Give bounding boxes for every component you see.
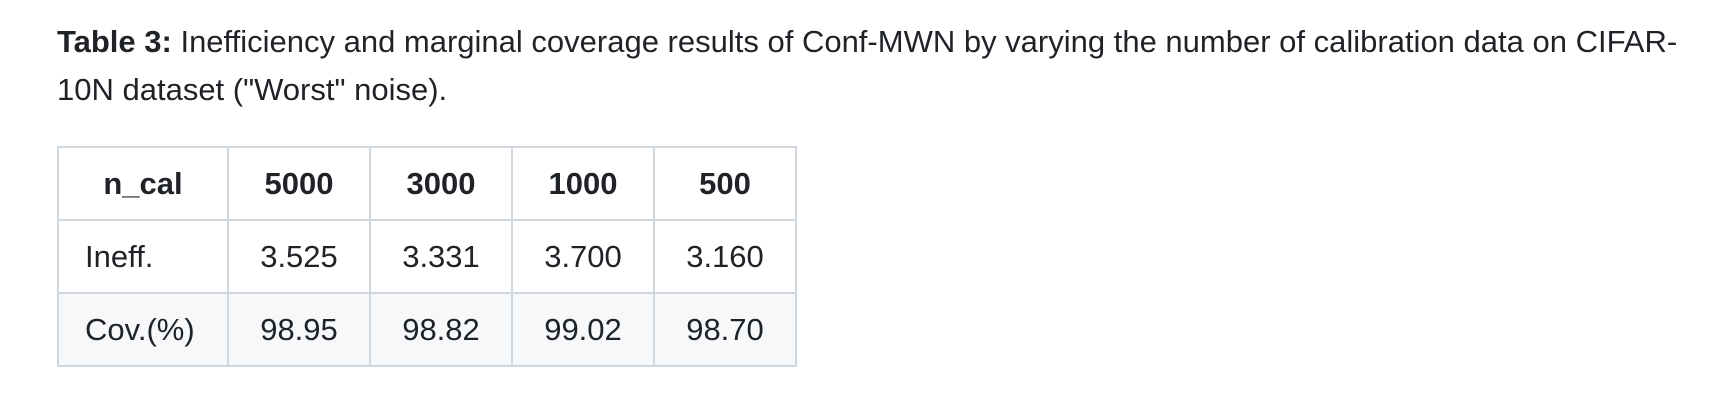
header-cell-3000: 3000 <box>369 146 513 221</box>
caption-text: Inefficiency and marginal coverage resul… <box>57 24 1678 107</box>
header-cell-5000: 5000 <box>227 146 371 221</box>
caption-label: Table 3: <box>57 24 172 59</box>
table-cell: 99.02 <box>511 292 655 367</box>
table-cell: 3.525 <box>227 219 371 294</box>
header-cell-n-cal: n_cal <box>57 146 229 221</box>
row-label-ineff: Ineff. <box>57 219 229 294</box>
table-row-cov: Cov.(%) 98.95 98.82 99.02 98.70 <box>57 292 797 367</box>
table-cell: 3.331 <box>369 219 513 294</box>
table-cell: 98.82 <box>369 292 513 367</box>
table-cell: 98.70 <box>653 292 797 367</box>
table-cell: 3.700 <box>511 219 655 294</box>
results-table: n_cal 5000 3000 1000 500 Ineff. 3.525 3.… <box>57 146 797 367</box>
table-cell: 3.160 <box>653 219 797 294</box>
header-cell-1000: 1000 <box>511 146 655 221</box>
table-row-ineff: Ineff. 3.525 3.331 3.700 3.160 <box>57 219 797 294</box>
header-cell-500: 500 <box>653 146 797 221</box>
row-label-cov: Cov.(%) <box>57 292 229 367</box>
table-caption: Table 3: Inefficiency and marginal cover… <box>57 18 1697 114</box>
table-cell: 98.95 <box>227 292 371 367</box>
header-row: n_cal 5000 3000 1000 500 <box>57 146 797 221</box>
